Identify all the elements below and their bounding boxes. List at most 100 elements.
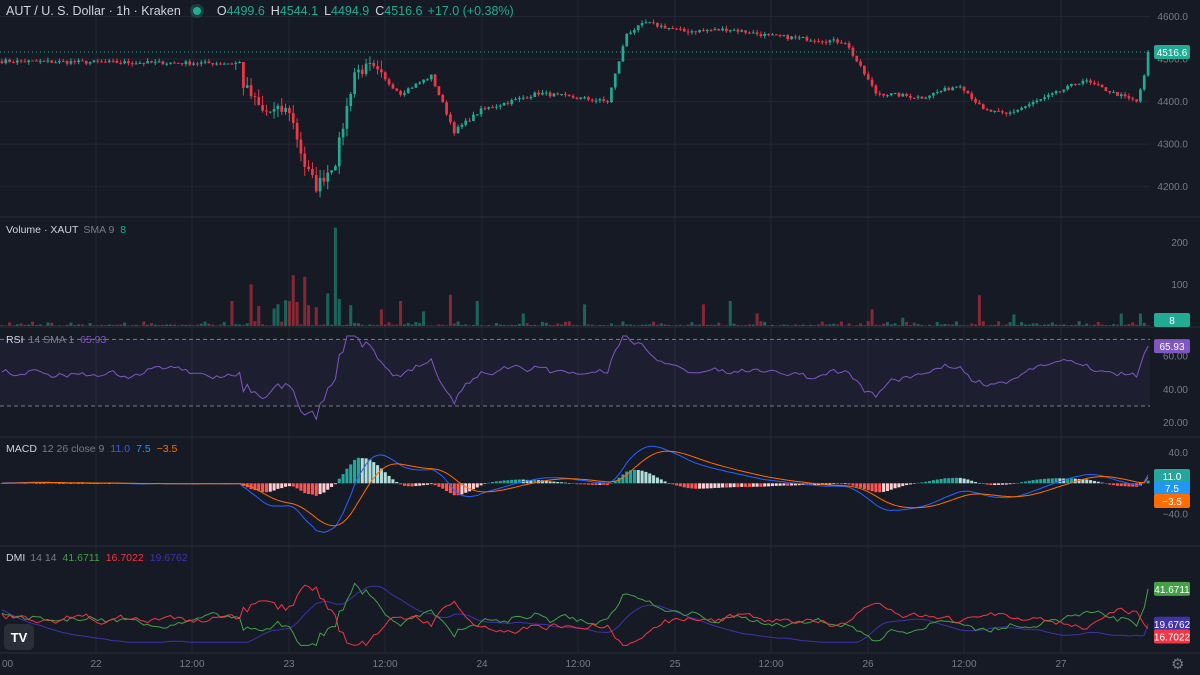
macd-hist-bar — [57, 483, 61, 484]
rsi-legend[interactable]: RSI 14 SMA 1 65.93 — [6, 334, 106, 346]
candle — [613, 73, 617, 91]
volume-bar — [893, 323, 897, 326]
candle-body — [46, 60, 50, 62]
volume-bar — [1046, 324, 1050, 326]
volume-bar — [475, 301, 479, 326]
volume-bar — [103, 325, 107, 326]
candle — [560, 93, 563, 96]
volume-bar — [586, 324, 590, 326]
candle-body — [962, 86, 966, 91]
candle — [1104, 86, 1108, 92]
macd-hist-bar — [34, 483, 38, 484]
macd-hist-bar — [383, 472, 387, 484]
volume-bar — [253, 321, 257, 326]
volume-bar — [690, 322, 694, 326]
candle — [130, 61, 134, 67]
time-axis-tick: 12:00 — [758, 659, 783, 670]
macd-hist-bar — [839, 483, 843, 485]
macd-hist-bar — [728, 483, 732, 488]
volume-bar — [330, 324, 334, 326]
macd-hist-bar — [594, 483, 598, 486]
candle — [840, 39, 843, 44]
volume-bar — [483, 325, 487, 326]
candle-body — [587, 97, 590, 100]
gear-icon[interactable]: ⚙ — [1171, 656, 1185, 673]
candle-body — [1050, 93, 1054, 95]
macd-hist-bar — [391, 479, 395, 484]
volume-bar — [50, 322, 54, 326]
macd-hist-bar — [855, 483, 859, 487]
volume-bar — [839, 321, 843, 326]
volume-bar — [460, 324, 464, 326]
candle-body — [54, 62, 57, 64]
candle-body — [245, 85, 249, 88]
candle-body — [180, 63, 184, 65]
candle-body — [541, 92, 544, 95]
dmi-legend[interactable]: DMI 14 14 41.6711 16.7022 19.6762 — [6, 552, 188, 564]
candle-body — [445, 102, 448, 115]
macd-legend[interactable]: MACD 12 26 close 9 11.0 7.5 −3.5 — [6, 443, 177, 455]
macd-hist-bar — [276, 483, 280, 489]
macd-hist-bar — [345, 468, 349, 484]
macd-hist-bar — [73, 483, 77, 484]
candle — [533, 91, 537, 97]
candle-body — [537, 92, 540, 95]
volume-bar — [544, 322, 548, 326]
volume-bar — [816, 324, 820, 326]
volume-bar — [134, 324, 138, 326]
candle — [897, 91, 901, 98]
volume-bar — [291, 275, 295, 326]
candle-body — [242, 61, 245, 88]
candle-body — [199, 62, 203, 64]
volume-bar — [57, 325, 61, 326]
candle — [629, 30, 632, 35]
candle — [567, 94, 571, 97]
volume-bar — [732, 323, 736, 326]
candle — [73, 59, 77, 65]
volume-bar — [23, 324, 27, 326]
time-axis-tick: 23 — [283, 659, 295, 670]
candle — [0, 58, 4, 64]
candle — [997, 108, 1000, 112]
volume-bar — [376, 324, 380, 326]
volume-bar — [652, 321, 656, 326]
macd-hist-bar — [399, 483, 403, 485]
volume-legend[interactable]: Volume · XAUT SMA 9 8 — [6, 224, 126, 236]
candle — [345, 97, 349, 137]
macd-hist-bar — [514, 479, 518, 484]
signal-value: 7.5 — [136, 443, 151, 455]
candle-body — [571, 95, 575, 98]
signal-badge-text: 7.5 — [1165, 484, 1179, 495]
volume-bar — [828, 324, 832, 326]
candle-body — [790, 36, 793, 40]
candle-body — [813, 40, 816, 42]
macd-hist-bar — [491, 481, 495, 484]
candle — [23, 58, 27, 63]
volume-bar — [675, 325, 679, 326]
candle-body — [334, 166, 337, 171]
macd-hist-bar — [353, 459, 357, 484]
macd-hist-bar — [575, 483, 579, 485]
macd-hist-bar — [721, 483, 725, 488]
tradingview-logo-icon[interactable]: TV — [4, 624, 34, 650]
candle — [1039, 99, 1043, 102]
candle — [510, 98, 514, 106]
macd-hist-bar — [46, 483, 50, 484]
volume-bar — [989, 324, 993, 326]
macd-hist-bar — [107, 483, 111, 484]
macd-hist-bar — [747, 483, 751, 487]
rsi-badge-text: 65.93 — [1159, 342, 1184, 353]
volume-bar — [698, 324, 702, 326]
candle-body — [705, 30, 709, 32]
candle — [855, 55, 859, 63]
macd-hist-bar — [629, 470, 633, 484]
candle — [748, 31, 751, 34]
candle — [472, 111, 475, 122]
volume-bar — [360, 324, 364, 326]
symbol-title[interactable]: AUT / U. S. Dollar · 1h · Kraken — [6, 4, 181, 18]
candle — [1146, 50, 1150, 78]
candle — [847, 40, 851, 50]
candle — [1062, 89, 1066, 94]
low-label: L — [324, 4, 332, 18]
